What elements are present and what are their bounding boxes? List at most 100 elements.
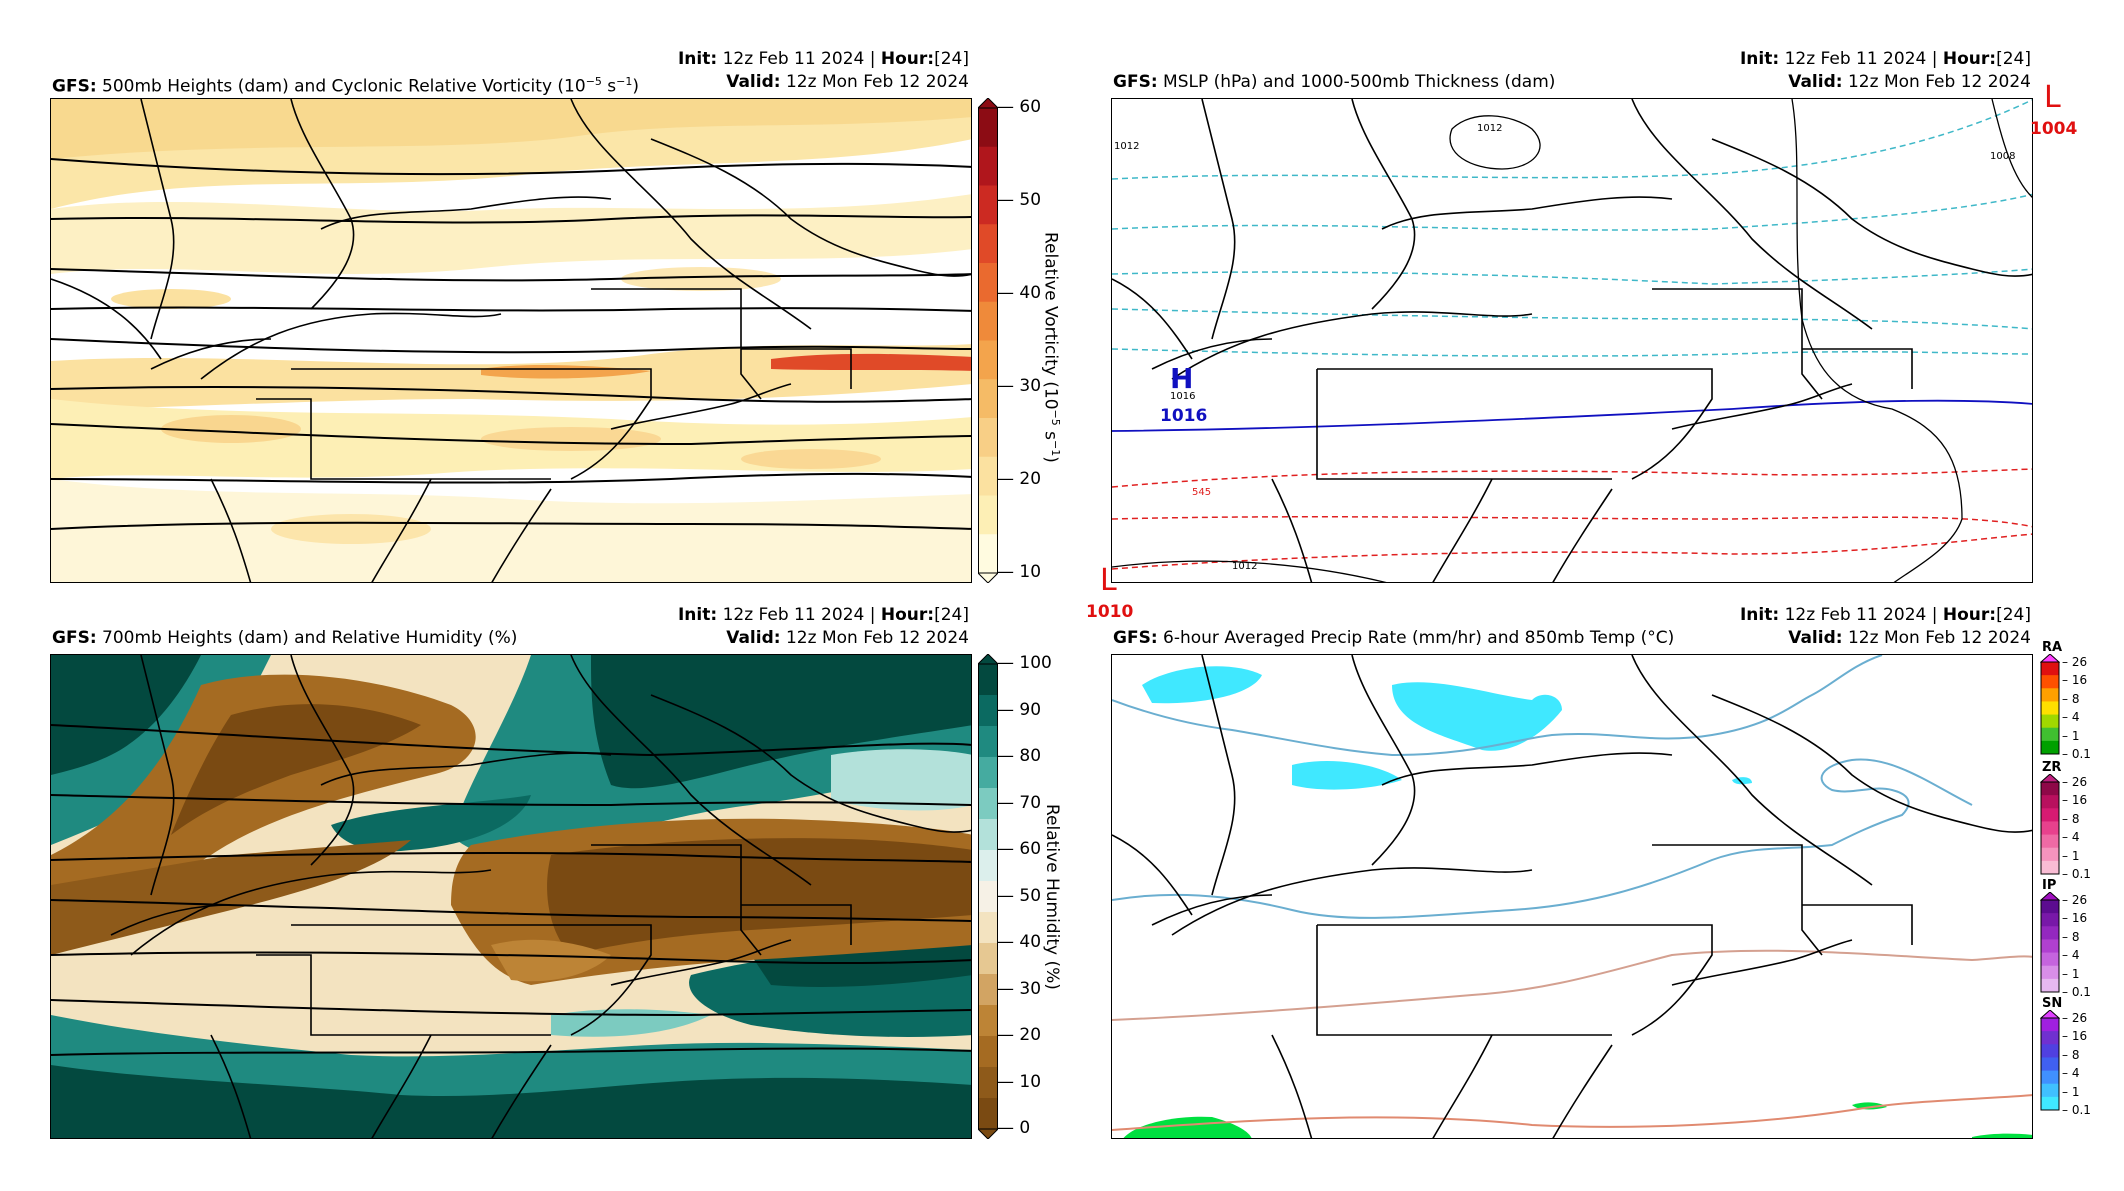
precip-map [1111,654,2033,1139]
precip-tick-label: – 8 [2062,1047,2080,1062]
snow-precip-areas [1142,666,1752,790]
precip-type-name: SN [2042,996,2063,1011]
vorticity-colorbar-label: Relative Vorticity (10−5 s−1) [1040,232,1062,463]
colorbar-tick-label: — 0 [997,1118,1031,1138]
isobar-label: 1012 [1114,141,1139,152]
high-pressure-symbol: H [1170,362,1194,395]
precip-tick-label: – 16 [2062,673,2088,688]
precip-tick-label: – 1 [2062,966,2080,981]
panel1-init-line: Init: 12z Feb 11 2024 | Hour:[24] [677,49,969,69]
precip-type-colorbar [2040,774,2060,875]
panel3-init-line: Init: 12z Feb 11 2024 | Hour:[24] [677,605,969,625]
colorbar-tick-label: — 30 [997,376,1042,396]
contour-labels: 1012 1012 1012 1008 1016 545 [1114,123,2015,572]
colorbar-segment [978,757,998,789]
colorbar-tick-label: — 50 [997,190,1042,210]
colorbar-tick-label: — 50 [997,885,1042,906]
precip-type-colorbar [2040,1010,2060,1111]
panel2-valid-line: Valid: 12z Mon Feb 12 2024 [1788,72,2031,92]
precip-tick-label: – 26 [2062,1011,2088,1025]
low-pressure-value: 1004 [2030,119,2078,139]
geography-borders [1112,99,2032,582]
precip-tick-label: – 26 [2062,655,2088,669]
precip-tick-label: – 0.1 [2062,867,2091,881]
humidity-map [50,654,972,1139]
precip-tick-label: – 8 [2062,811,2080,826]
colorbar-segment [978,456,998,496]
precip-type-name: RA [2042,640,2063,655]
colorbar-segment [978,185,998,225]
mslp-map: 1012 1012 1012 1008 1016 545 [1111,98,2033,583]
colorbar-segment [978,943,998,975]
colorbar-tick-label: — 100 [997,653,1052,673]
colorbar-extend-bottom [976,572,1000,584]
precip-type-colorbar [2040,892,2060,993]
precip-tick-label: – 0.1 [2062,985,2091,999]
thickness-label: 545 [1192,487,1211,498]
precip-tick-label: – 0.1 [2062,1103,2091,1117]
precip-tick-label: – 26 [2062,775,2088,789]
colorbar-segment [978,108,998,148]
vorticity-colorbar [976,97,1000,584]
colorbar-segment [978,146,998,186]
colorbar-segment [978,534,998,574]
colorbar-tick-label: — 90 [997,699,1042,720]
panel4-title: GFS: 6-hour Averaged Precip Rate (mm/hr)… [1113,628,1675,648]
colorbar-tick-label: — 60 [997,839,1042,859]
precip-tick-label: – 26 [2062,893,2088,907]
colorbar-tick-label: — 60 [997,97,1042,117]
precip-tick-label: – 16 [2062,911,2088,926]
precip-tick-label: – 16 [2062,793,2088,808]
colorbar-segment [978,664,998,696]
precip-tick-label: – 4 [2062,1066,2080,1081]
isobars [1112,99,2032,582]
precip-tick-label: – 16 [2062,1029,2088,1044]
low-pressure-symbol: L [2044,80,2061,115]
thickness-540-line [1112,399,2032,432]
panel1-valid-line: Valid: 12z Mon Feb 12 2024 [726,72,969,92]
low-pressure-symbol: L [1100,563,1117,598]
isobar-label: 1012 [1477,123,1502,134]
geography-borders [1112,655,2032,1138]
colorbar-segment [978,974,998,1006]
colorbar-extend-bottom [976,1128,1000,1140]
colorbar-tick-label: — 10 [997,562,1042,582]
precip-type-name: IP [2042,878,2057,893]
colorbar-segment [978,224,998,264]
thickness-contours-cold [1112,99,2032,357]
colorbar-segment [978,912,998,944]
panel4-valid-line: Valid: 12z Mon Feb 12 2024 [1788,628,2031,648]
colorbar-extend-top [976,97,1000,109]
vorticity-shading [51,99,971,582]
colorbar-segment [978,495,998,535]
precip-tick-label: – 4 [2062,710,2080,725]
panel3-title: GFS: 700mb Heights (dam) and Relative Hu… [52,628,518,648]
panel2-title: GFS: MSLP (hPa) and 1000-500mb Thickness… [1113,72,1556,92]
colorbar-segment [978,340,998,380]
colorbar-tick-label: — 20 [997,469,1042,489]
colorbar-segment [978,695,998,727]
panel3-valid-line: Valid: 12z Mon Feb 12 2024 [726,628,969,648]
colorbar-tick-label: — 80 [997,746,1042,766]
colorbar-segment [978,788,998,820]
precip-tick-label: – 4 [2062,830,2080,845]
panel2-init-line: Init: 12z Feb 11 2024 | Hour:[24] [1739,49,2031,69]
colorbar-tick-label: — 40 [997,283,1042,303]
precip-tick-label: – 1 [2062,728,2080,743]
colorbar-segment [978,1036,998,1068]
geography-borders [51,99,971,582]
colorbar-tick-label: — 30 [997,978,1042,999]
colorbar-segment [978,263,998,303]
humidity-colorbar-label: Relative Humidity (%) [1042,804,1062,990]
colorbar-tick-label: — 70 [997,792,1042,813]
precip-tick-label: – 1 [2062,848,2080,863]
colorbar-segment [978,1098,998,1130]
colorbar-segment [978,1067,998,1099]
colorbar-tick-label: — 10 [997,1071,1042,1092]
colorbar-segment [978,726,998,758]
colorbar-tick-label: — 20 [997,1025,1042,1045]
precip-tick-label: – 1 [2062,1084,2080,1099]
colorbar-segment [978,850,998,882]
colorbar-segment [978,819,998,851]
temp-850-isotherms [1112,655,2032,1131]
